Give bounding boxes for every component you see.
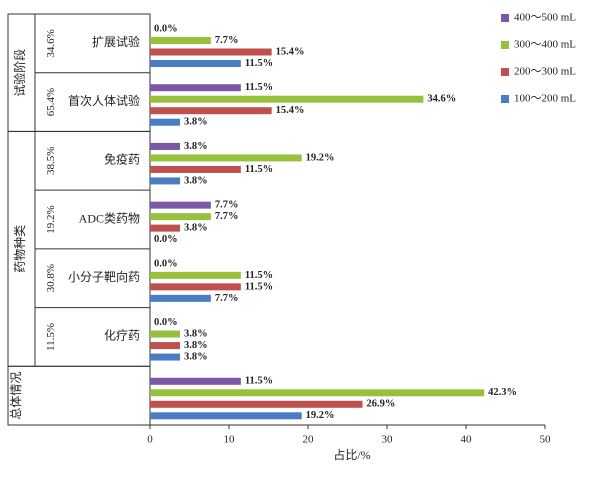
- legend-label: 400～500 mL: [514, 12, 576, 24]
- value-label: 3.8%: [184, 328, 208, 339]
- bar: [150, 48, 272, 56]
- value-label: 11.5%: [245, 270, 273, 281]
- legend-label: 100～200 mL: [514, 93, 576, 105]
- bar: [150, 37, 211, 44]
- value-label: 3.8%: [184, 117, 208, 128]
- bar: [150, 342, 181, 350]
- bar: [150, 154, 302, 162]
- value-label: 7.7%: [215, 293, 239, 304]
- legend-swatch: [501, 14, 509, 22]
- category-label: 化疗药: [104, 329, 140, 343]
- bar: [150, 377, 241, 385]
- bar: [150, 60, 241, 67]
- bar: [150, 400, 363, 408]
- x-tick-label: 10: [224, 434, 236, 446]
- x-axis-label: 占比/%: [333, 447, 370, 462]
- value-label: 19.2%: [306, 152, 335, 163]
- group-label: 总体情况: [9, 372, 23, 420]
- category-share: 34.6%: [45, 29, 57, 57]
- value-label: 3.8%: [184, 223, 208, 234]
- bar: [150, 389, 485, 397]
- bar: [150, 330, 181, 338]
- bar: [150, 224, 181, 232]
- bar: [150, 118, 181, 126]
- bar: [150, 95, 424, 103]
- bar: [150, 177, 181, 185]
- value-label: 34.6%: [427, 94, 456, 105]
- value-label: 11.5%: [245, 164, 273, 175]
- value-label: 15.4%: [276, 105, 305, 116]
- bar: [150, 142, 181, 150]
- bar: [150, 294, 211, 302]
- value-label: 7.7%: [215, 35, 239, 46]
- value-label: 3.8%: [184, 351, 208, 362]
- bar: [150, 107, 272, 115]
- legend-swatch: [501, 41, 509, 49]
- bar: [150, 283, 241, 291]
- value-label: 3.8%: [184, 340, 208, 351]
- value-label: 3.8%: [184, 175, 208, 186]
- value-label: 0.0%: [154, 317, 178, 328]
- legend-swatch: [501, 95, 509, 103]
- bar: [150, 353, 181, 361]
- value-label: 26.9%: [367, 399, 396, 410]
- value-label: 7.7%: [215, 200, 239, 211]
- category-label: 免疫药: [104, 152, 140, 167]
- bar: [150, 84, 241, 92]
- bar: [150, 165, 241, 173]
- category-label: ADC类药物: [79, 211, 140, 225]
- category-label: 首次人体试验: [68, 93, 140, 108]
- group-box: [7, 365, 151, 426]
- value-label: 0.0%: [154, 23, 178, 34]
- category-share: 19.2%: [45, 205, 57, 233]
- value-label: 11.5%: [245, 82, 273, 93]
- value-label: 7.7%: [215, 211, 239, 222]
- value-label: 0.0%: [154, 258, 178, 269]
- bar: [150, 213, 211, 221]
- x-tick-label: 40: [461, 434, 473, 446]
- value-label: 11.5%: [245, 376, 273, 387]
- x-tick-label: 50: [540, 434, 552, 446]
- legend-swatch: [501, 68, 509, 76]
- legend-label: 200～300 mL: [514, 66, 576, 78]
- value-label: 42.3%: [488, 387, 517, 398]
- x-tick-label: 0: [147, 434, 153, 446]
- bar: [150, 271, 241, 279]
- category-share: 30.8%: [45, 264, 57, 292]
- value-label: 15.4%: [276, 46, 305, 57]
- legend-label: 300～400 mL: [514, 39, 576, 51]
- bar: [150, 201, 211, 209]
- group-label: 试验阶段: [12, 49, 27, 97]
- category-label: 小分子靶向药: [68, 269, 140, 284]
- category-label: 扩展试验: [92, 34, 140, 49]
- value-label: 11.5%: [245, 281, 273, 292]
- group-label: 药物种类: [13, 225, 27, 273]
- value-label: 3.8%: [184, 141, 208, 152]
- category-share: 11.5%: [45, 323, 57, 351]
- bar: [150, 412, 302, 420]
- category-share: 38.5%: [45, 147, 57, 175]
- x-tick-label: 20: [303, 434, 315, 446]
- category-share: 65.4%: [45, 88, 57, 116]
- value-label: 11.5%: [245, 58, 273, 69]
- value-label: 0.0%: [154, 234, 178, 245]
- value-label: 19.2%: [306, 410, 335, 421]
- x-tick-label: 30: [382, 434, 394, 446]
